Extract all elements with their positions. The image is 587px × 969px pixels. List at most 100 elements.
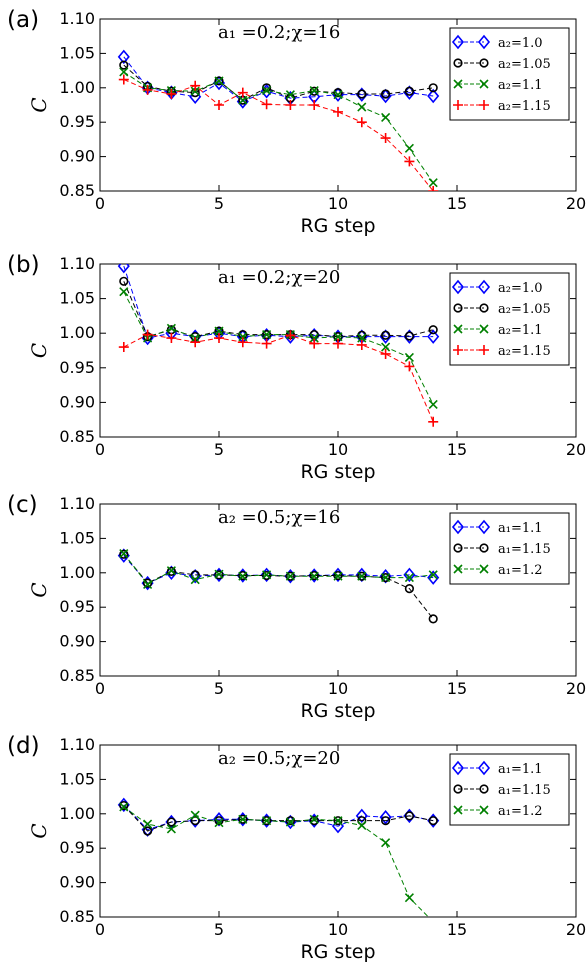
data-point <box>143 579 153 590</box>
legend-box <box>449 272 570 366</box>
data-point <box>119 67 129 77</box>
data-point <box>119 60 129 70</box>
data-point <box>356 339 367 350</box>
y-tick-label: 0.90 <box>59 392 95 411</box>
series-diamond <box>117 797 440 837</box>
x-axis-label: RG step <box>300 941 375 963</box>
x-axis-label: RG step <box>300 700 375 722</box>
legend-label: a₂=1.05 <box>498 302 551 317</box>
x-tick-label: 15 <box>447 194 467 213</box>
x-tick-label: 15 <box>447 440 467 459</box>
data-point <box>404 352 414 362</box>
series-x <box>119 287 438 410</box>
legend-marker <box>477 519 491 535</box>
y-tick-label: 1.00 <box>59 323 95 342</box>
x-tick-label: 15 <box>447 920 467 939</box>
data-point <box>333 816 343 826</box>
data-point <box>166 817 176 827</box>
x-tick-label: 10 <box>328 440 348 459</box>
data-point <box>285 330 296 341</box>
legend-label: a₁=1.2 <box>498 563 543 578</box>
data-point <box>309 814 319 824</box>
series-line <box>123 553 434 620</box>
y-tick-label: 0.95 <box>59 112 95 131</box>
data-point <box>166 566 176 577</box>
y-tick-label: 1.10 <box>59 494 95 513</box>
data-point <box>261 99 272 110</box>
legend: a₁=1.1 a₁=1.15 a₁=1.2 <box>449 753 570 826</box>
legend-label: a₁=1.15 <box>498 542 551 557</box>
legend-marker <box>453 303 463 313</box>
data-point <box>309 338 320 349</box>
data-point <box>212 812 226 827</box>
x-tick-label: 5 <box>214 679 224 698</box>
y-tick-label: 1.10 <box>59 9 95 28</box>
data-point <box>262 816 272 826</box>
data-point <box>214 333 224 344</box>
series-line <box>123 334 434 422</box>
legend-label: a₁=1.1 <box>498 762 543 777</box>
x-tick-label: 5 <box>214 920 224 939</box>
data-point <box>333 816 343 826</box>
series-circle <box>119 549 438 624</box>
data-point <box>309 816 319 826</box>
y-tick-label: 1.00 <box>59 563 95 582</box>
legend-label: a₂=1.1 <box>498 78 543 93</box>
legend-marker <box>451 519 465 535</box>
panel-annotation: a₂ =0.5;χ=16 <box>218 507 340 528</box>
legend-label: a₂=1.1 <box>498 323 543 338</box>
data-point <box>262 330 272 340</box>
data-point <box>427 329 440 344</box>
legend-marker <box>453 805 463 815</box>
data-point <box>404 361 415 372</box>
series-plus <box>118 329 439 427</box>
series-line <box>123 79 434 191</box>
series-diamond <box>117 49 440 109</box>
data-point <box>119 548 129 559</box>
data-point <box>333 571 343 581</box>
data-point <box>143 578 153 588</box>
data-point <box>238 571 248 581</box>
data-point <box>381 112 391 122</box>
y-axis-label: C <box>27 97 51 112</box>
y-tick-label: 0.85 <box>59 181 95 200</box>
data-point <box>238 814 248 824</box>
y-tick-label: 0.85 <box>59 427 95 446</box>
data-point <box>356 117 367 128</box>
data-point <box>381 89 391 99</box>
x-tick-label: 20 <box>566 920 586 939</box>
data-point <box>403 567 416 583</box>
data-point <box>119 287 129 297</box>
data-point <box>429 918 437 926</box>
data-point <box>143 826 153 836</box>
data-point <box>309 570 319 581</box>
y-axis-label: C <box>27 582 51 597</box>
data-point <box>404 573 414 583</box>
data-point <box>333 88 343 98</box>
data-point <box>117 264 130 274</box>
x-tick-label: 0 <box>95 440 105 459</box>
panel-label: (b) <box>7 252 40 278</box>
data-point <box>357 820 367 831</box>
data-point <box>214 76 224 86</box>
legend-label: a₁=1.2 <box>498 804 543 819</box>
data-point <box>237 337 248 348</box>
legend-label: a₂=1.0 <box>498 36 543 51</box>
series-line <box>123 553 434 586</box>
y-tick-label: 1.10 <box>59 735 95 754</box>
y-tick-label: 0.85 <box>59 666 95 685</box>
data-point <box>381 838 391 848</box>
data-point <box>333 338 343 349</box>
data-point <box>355 808 368 824</box>
data-point <box>404 143 414 153</box>
data-point <box>309 100 320 110</box>
legend-marker <box>451 279 465 295</box>
data-point <box>380 133 391 144</box>
legend-box <box>449 27 570 121</box>
x-tick-label: 5 <box>214 194 224 213</box>
legend-label: a₂=1.05 <box>498 57 551 72</box>
y-tick-label: 0.95 <box>59 838 95 857</box>
data-point <box>119 276 129 286</box>
panel-annotation: a₁ =0.2;χ=16 <box>218 22 340 43</box>
y-tick-label: 0.90 <box>59 632 95 651</box>
